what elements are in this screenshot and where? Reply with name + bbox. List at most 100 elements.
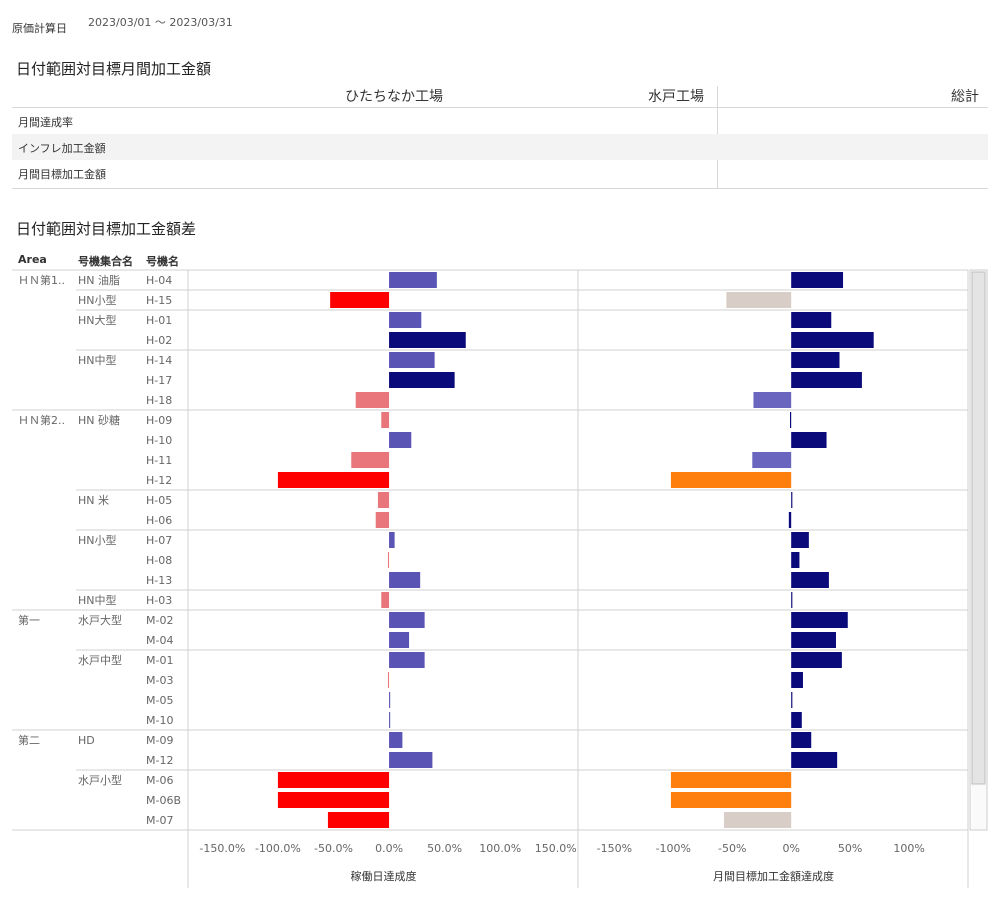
- bar: [791, 372, 862, 388]
- bar: [389, 612, 425, 628]
- machine-group-label: HN小型: [78, 293, 117, 307]
- bar: [791, 492, 793, 508]
- machine-name-label: H-02: [146, 334, 172, 347]
- bar: [791, 572, 829, 588]
- bar: [791, 672, 803, 688]
- header-machine-name: 号機名: [146, 255, 179, 268]
- filter-label: 原価計算日: [12, 22, 67, 35]
- machine-group-label: HN中型: [78, 593, 117, 607]
- bar: [377, 492, 390, 508]
- bar: [277, 772, 390, 788]
- machine-name-label: M-01: [146, 654, 173, 667]
- bar: [389, 272, 437, 288]
- machine-name-label: M-03: [146, 674, 173, 687]
- machine-name-label: H-15: [146, 294, 172, 307]
- diff-section-title: 日付範囲対目標加工金額差: [16, 220, 197, 238]
- machine-group-label: 水戸中型: [78, 653, 122, 667]
- header-machine-group: 号機集合名: [78, 255, 133, 268]
- bar: [791, 532, 809, 548]
- bar: [387, 552, 390, 568]
- bar: [351, 452, 390, 468]
- bar: [389, 632, 410, 648]
- machine-name-label: H-08: [146, 554, 172, 567]
- header-area: Area: [18, 253, 47, 266]
- machine-group-label: HN大型: [78, 313, 117, 327]
- machine-name-label: H-03: [146, 594, 172, 607]
- date-range-filter[interactable]: 2023/03/01 ～ 2023/03/31: [88, 16, 233, 29]
- bar: [752, 452, 792, 468]
- x-tick-label: 150.0%: [535, 842, 577, 855]
- bar: [389, 652, 425, 668]
- x-tick-label: -150.0%: [199, 842, 245, 855]
- bar: [389, 372, 455, 388]
- machine-name-label: H-17: [146, 374, 172, 387]
- machine-group-label: 水戸大型: [78, 613, 122, 627]
- machine-name-label: H-07: [146, 534, 172, 547]
- machine-name-label: M-06B: [146, 794, 181, 807]
- bar: [791, 732, 812, 748]
- machine-name-label: M-07: [146, 814, 173, 827]
- machine-group-label: HN 砂糖: [78, 413, 120, 427]
- bar: [791, 552, 800, 568]
- machine-name-label: M-05: [146, 694, 173, 707]
- kpi-row-label: インフレ加工金額: [18, 142, 106, 155]
- machine-name-label: M-09: [146, 734, 173, 747]
- kpi-row-label: 月間達成率: [18, 116, 73, 129]
- machine-name-label: H-10: [146, 434, 172, 447]
- bar: [791, 352, 840, 368]
- x-tick-label: 50%: [838, 842, 862, 855]
- area-label: ＨＮ第2..: [18, 413, 65, 427]
- bar: [330, 292, 390, 308]
- x-tick-label: 100.0%: [479, 842, 521, 855]
- x-axis-title: 稼働日達成度: [351, 869, 417, 883]
- machine-group-label: HN 米: [78, 494, 109, 507]
- bar: [791, 332, 874, 348]
- kpi-row-monthly-rate: 月間達成率: [12, 108, 988, 134]
- bar: [791, 752, 838, 768]
- machine-group-label: HD: [78, 734, 95, 747]
- bar: [389, 712, 391, 728]
- bar: [670, 772, 792, 788]
- x-axis-title: 月間目標加工金額達成度: [713, 869, 834, 883]
- machine-name-label: H-12: [146, 474, 172, 487]
- bar: [790, 412, 792, 428]
- kpi-table: ひたちなか工場 水戸工場 総計 月間達成率 インフレ加工金額 月間目標加工金額: [12, 86, 988, 189]
- machine-group-label: 水戸小型: [78, 773, 122, 787]
- machine-group-label: HN小型: [78, 533, 117, 547]
- bar: [788, 512, 792, 528]
- column-header-mito: 水戸工場: [648, 89, 704, 105]
- bar: [670, 792, 792, 808]
- kpi-row-label: 月間目標加工金額: [18, 168, 106, 181]
- machine-name-label: M-02: [146, 614, 173, 627]
- bar: [723, 812, 792, 828]
- bar: [791, 272, 844, 288]
- x-tick-label: -150%: [597, 842, 632, 855]
- machine-group-label: HN中型: [78, 353, 117, 367]
- bar: [389, 432, 412, 448]
- bar: [389, 692, 391, 708]
- bar: [355, 392, 390, 408]
- scrollbar-thumb[interactable]: [971, 271, 986, 785]
- machine-name-label: H-09: [146, 414, 172, 427]
- column-header-total: 総計: [951, 89, 979, 105]
- machine-name-label: H-01: [146, 314, 172, 327]
- x-tick-label: -100%: [656, 842, 691, 855]
- bar: [791, 652, 842, 668]
- area-label: 第一: [18, 613, 40, 627]
- bar: [327, 812, 390, 828]
- machine-name-label: M-06: [146, 774, 173, 787]
- bar: [381, 412, 390, 428]
- bar: [277, 472, 390, 488]
- machine-name-label: H-14: [146, 354, 172, 367]
- machine-name-label: H-05: [146, 494, 172, 507]
- bar: [791, 632, 836, 648]
- x-tick-label: -50.0%: [314, 842, 353, 855]
- x-tick-label: -50%: [718, 842, 746, 855]
- bar: [791, 312, 832, 328]
- bar: [389, 332, 466, 348]
- column-header-hitachinaka: ひたちなか工場: [345, 89, 443, 105]
- bar: [389, 732, 403, 748]
- x-tick-label: 100%: [893, 842, 924, 855]
- bar: [381, 592, 390, 608]
